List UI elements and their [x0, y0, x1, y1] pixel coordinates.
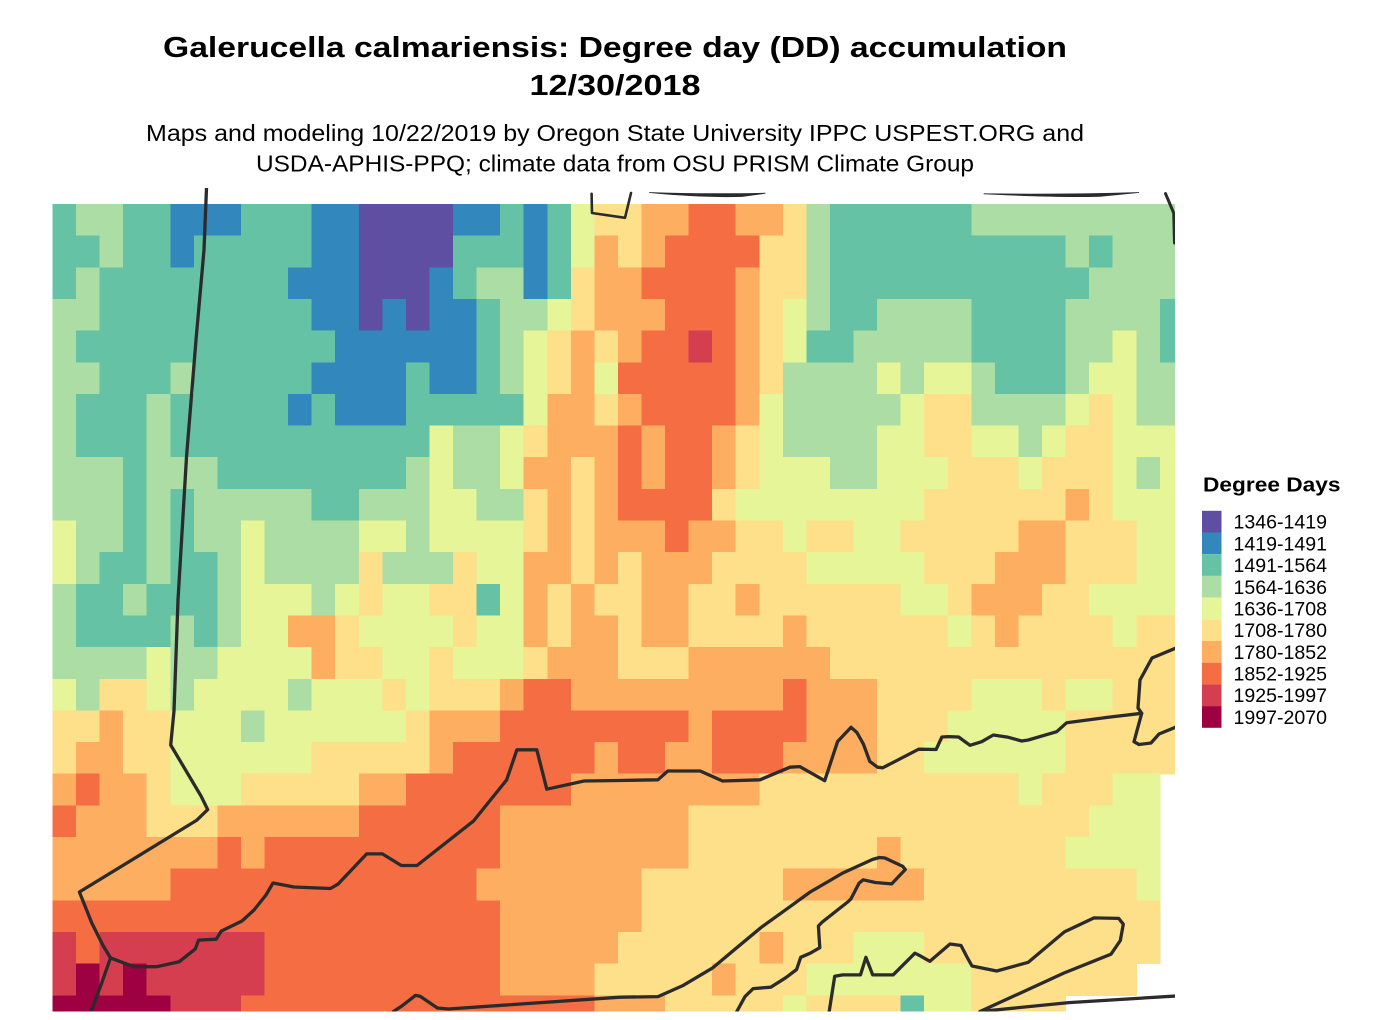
svg-text:1852-1925: 1852-1925	[1234, 664, 1328, 686]
svg-text:1564-1636: 1564-1636	[1234, 577, 1328, 599]
svg-text:Maps and modeling 10/22/2019 b: Maps and modeling 10/22/2019 by Oregon S…	[146, 120, 1084, 146]
svg-text:12/30/2018: 12/30/2018	[530, 69, 701, 101]
svg-text:1925-1997: 1925-1997	[1234, 685, 1328, 707]
svg-text:Degree Days: Degree Days	[1203, 475, 1341, 497]
svg-text:1636-1708: 1636-1708	[1234, 599, 1328, 621]
svg-text:1780-1852: 1780-1852	[1234, 642, 1328, 664]
svg-text:1997-2070: 1997-2070	[1234, 707, 1328, 729]
svg-text:1491-1564: 1491-1564	[1234, 555, 1328, 577]
svg-text:USDA-APHIS-PPQ; climate data f: USDA-APHIS-PPQ; climate data from OSU PR…	[256, 150, 974, 176]
svg-text:1708-1780: 1708-1780	[1234, 620, 1328, 642]
svg-text:1419-1491: 1419-1491	[1234, 533, 1328, 555]
svg-text:1346-1419: 1346-1419	[1234, 512, 1328, 534]
svg-text:Galerucella calmariensis: Degr: Galerucella calmariensis: Degree day (DD…	[163, 31, 1067, 63]
